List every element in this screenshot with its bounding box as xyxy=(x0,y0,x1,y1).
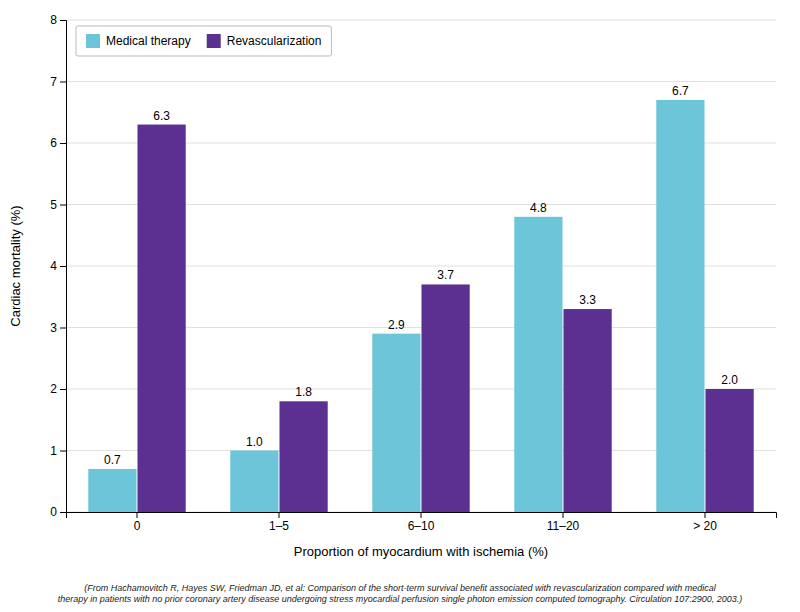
tick-mark xyxy=(60,389,66,390)
annotation-line: therapy in patients with no prior corona… xyxy=(58,594,743,604)
tick-label: 0 xyxy=(134,519,141,533)
tick-label: 3 xyxy=(50,321,57,335)
tick: 5 xyxy=(50,198,66,212)
tick: > 20 xyxy=(693,512,717,533)
legend-swatch xyxy=(207,34,221,48)
tick-label: 6–10 xyxy=(408,519,435,533)
tick-label: 0 xyxy=(50,505,57,519)
axis-domain xyxy=(60,21,67,513)
tick-label: 6 xyxy=(50,136,57,150)
bar xyxy=(705,389,753,512)
tick: 0 xyxy=(50,505,66,519)
bar xyxy=(88,469,136,512)
x-axis-title: Proportion of myocardium with ischemia (… xyxy=(294,544,548,559)
tick: 1 xyxy=(50,444,66,458)
axis-domain xyxy=(67,513,777,519)
x-axis: 0 1–5 6–10 11–20 > 20 xyxy=(67,512,777,533)
tick-mark xyxy=(421,512,422,518)
y-axis-title: Cardiac mortality (%) xyxy=(8,205,23,326)
annotation-line: (From Hachamovitch R, Hayes SW, Friedman… xyxy=(84,583,716,593)
bars xyxy=(88,100,753,512)
tick-mark xyxy=(60,451,66,452)
tick-label: 4 xyxy=(50,259,57,273)
data-labels: 0.7 1.0 2.9 4.8 6.7 6.3 1.8 3.7 3.3 2.0 xyxy=(104,84,738,467)
tick: 6–10 xyxy=(408,512,435,533)
tick-mark xyxy=(705,512,706,518)
tick: 11–20 xyxy=(547,512,580,533)
grid-line xyxy=(66,81,776,82)
bar xyxy=(230,451,278,513)
data-label: 2.0 xyxy=(721,373,738,387)
tick-label: 1 xyxy=(50,444,57,458)
data-label: 4.8 xyxy=(530,201,547,215)
bar-series xyxy=(137,125,753,512)
legend: Medical therapy Revascularization xyxy=(76,26,331,56)
tick-label: > 20 xyxy=(693,519,717,533)
tick: 6 xyxy=(50,136,66,150)
bar-series xyxy=(88,100,704,512)
tick-mark xyxy=(279,512,280,518)
bar xyxy=(279,401,327,512)
bar xyxy=(563,309,611,512)
tick-mark xyxy=(60,328,66,329)
data-label: 1.8 xyxy=(295,385,312,399)
bar xyxy=(421,284,469,512)
tick: 4 xyxy=(50,259,66,273)
data-label: 3.7 xyxy=(437,268,454,282)
bar xyxy=(656,100,704,512)
tick-mark xyxy=(60,266,66,267)
tick-mark xyxy=(60,512,66,513)
data-label: 6.3 xyxy=(153,109,170,123)
legend-swatch xyxy=(86,34,100,48)
data-label: 1.0 xyxy=(246,435,263,449)
legend-label: Medical therapy xyxy=(106,34,191,48)
bar xyxy=(372,334,420,512)
data-label: 6.7 xyxy=(672,84,689,98)
tick-mark xyxy=(60,143,66,144)
tick-label: 5 xyxy=(50,198,57,212)
bar xyxy=(137,125,185,512)
tick: 3 xyxy=(50,321,66,335)
grid-line xyxy=(66,20,776,21)
grid xyxy=(66,20,776,512)
tick-label: 11–20 xyxy=(547,519,580,533)
tick-label: 7 xyxy=(50,75,57,89)
data-label: 0.7 xyxy=(104,453,121,467)
chart: 0.71.02.94.86.76.31.83.73.32.00123456780… xyxy=(0,0,800,612)
tick-mark xyxy=(60,205,66,206)
data-label: 3.3 xyxy=(579,293,596,307)
data-label: 2.9 xyxy=(388,318,405,332)
annotation: (From Hachamovitch R, Hayes SW, Friedman… xyxy=(58,583,743,604)
tick-label: 1–5 xyxy=(269,519,289,533)
tick: 0 xyxy=(134,512,141,533)
tick: 7 xyxy=(50,75,66,89)
tick: 1–5 xyxy=(269,512,289,533)
tick-mark xyxy=(60,82,66,83)
tick-mark xyxy=(60,20,66,21)
tick: 2 xyxy=(50,382,66,396)
tick-mark xyxy=(137,512,138,518)
legend-label: Revascularization xyxy=(227,34,322,48)
y-axis: 0 1 2 3 4 5 6 7 8 xyxy=(50,13,66,519)
tick-label: 2 xyxy=(50,382,57,396)
tick: 8 xyxy=(50,13,66,27)
tick-label: 8 xyxy=(50,13,57,27)
bar xyxy=(514,217,562,512)
plot: 0.71.02.94.86.76.31.83.73.32.00123456780… xyxy=(50,13,776,532)
legend-background xyxy=(76,26,331,56)
tick-mark xyxy=(563,512,564,518)
